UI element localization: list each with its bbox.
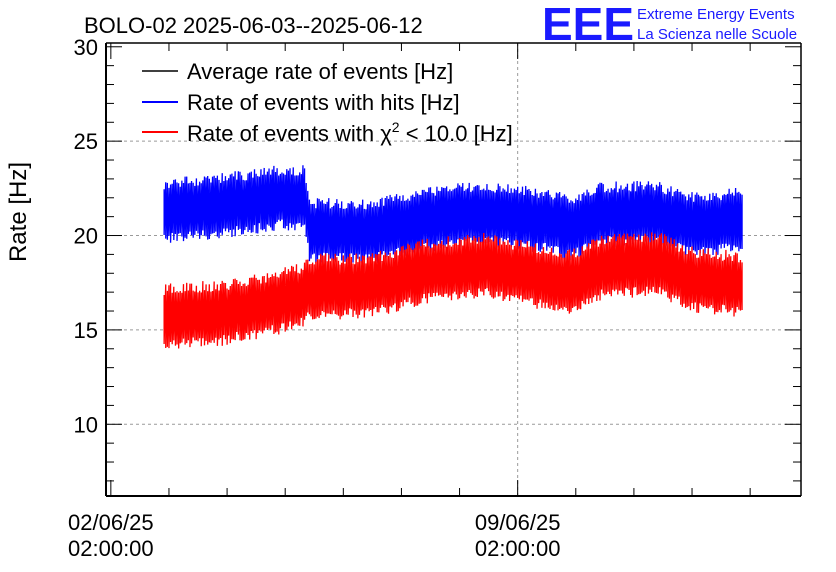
x-tick-label-time-1: 02:00:00	[475, 536, 561, 561]
x-tick-label-date-0: 02/06/25	[68, 510, 154, 535]
chart-title: BOLO-02 2025-06-03--2025-06-12	[84, 13, 423, 38]
legend-entry-chi2: Rate of events with χ2 < 10.0 [Hz]	[187, 119, 513, 146]
eee-logo-letters: EEE	[542, 0, 634, 50]
legend-entry-hits: Rate of events with hits [Hz]	[187, 90, 460, 115]
y-tick-label-10: 10	[74, 412, 98, 437]
x-tick-label-date-1: 09/06/25	[475, 510, 561, 535]
eee-logo-line1: Extreme Energy Events	[637, 6, 795, 23]
y-tick-label-15: 15	[74, 318, 98, 343]
legend: Average rate of events [Hz] Rate of even…	[142, 59, 513, 146]
y-tick-label-20: 20	[74, 224, 98, 249]
eee-logo: EEE Extreme Energy Events La Scienza nel…	[542, 0, 797, 50]
eee-logo-line2: La Scienza nelle Scuole	[637, 26, 797, 43]
x-tick-label-time-0: 02:00:00	[68, 536, 154, 561]
tick-labels: 101520253002/06/2502:00:0009/06/2502:00:…	[68, 35, 560, 561]
y-tick-label-25: 25	[74, 129, 98, 154]
series-line-2	[163, 232, 743, 349]
y-axis-label: Rate [Hz]	[5, 162, 32, 262]
series-line-1	[163, 165, 743, 265]
legend-entry-average: Average rate of events [Hz]	[187, 59, 453, 84]
y-tick-label-30: 30	[74, 35, 98, 60]
axes	[105, 42, 802, 497]
series-layer	[163, 165, 743, 349]
